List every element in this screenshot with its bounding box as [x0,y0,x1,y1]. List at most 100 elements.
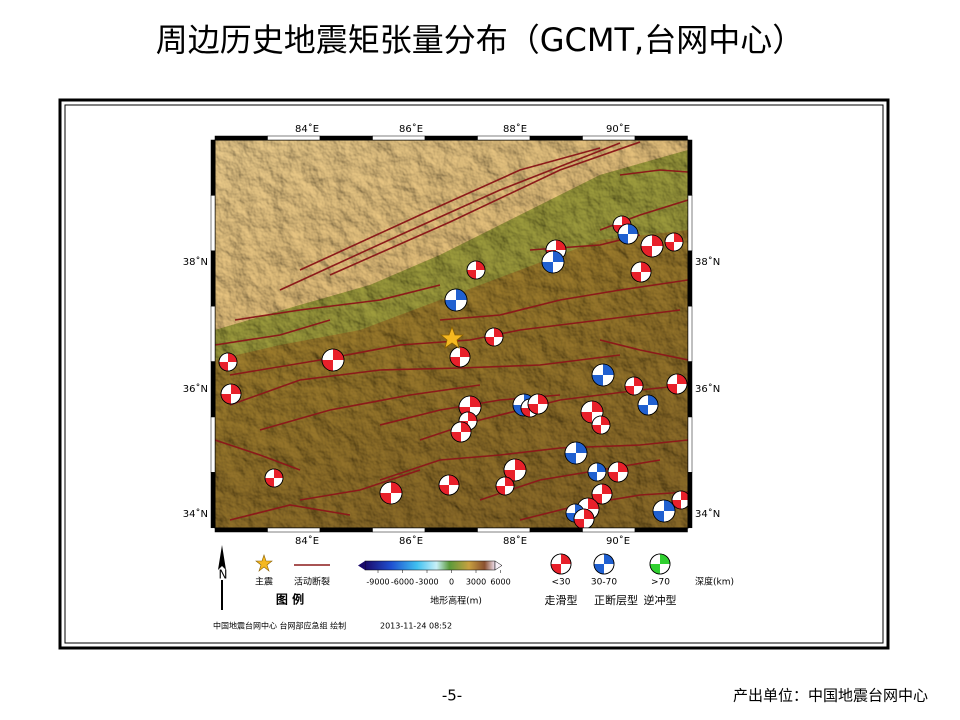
colorbar-tick-label: 0 [449,578,454,587]
colorbar-tick-label: 6000 [490,578,510,587]
credit-time: 2013-11-24 08:52 [380,622,452,631]
frame-bar [210,361,216,418]
beachball-quadrant [504,470,515,481]
frame-bar [634,135,688,141]
fault-line [299,147,601,271]
beachball-edge [444,288,468,312]
beachball-quadrant [602,484,612,494]
slide-title: 周边历史地震矩张量分布（GCMT,台网中心） [156,21,804,59]
beachball-quadrant [594,564,604,574]
beachball-quadrant [667,384,677,394]
lon-label: 84˚E [295,123,319,135]
beachball-edge [550,553,572,575]
beachball-edge [591,415,611,435]
frame-bar [634,527,688,533]
beachball-edge [587,462,607,482]
beachball-edge [624,376,644,396]
beachball-edge [218,352,238,372]
beachball-quadrant [608,472,618,482]
north-label: N [219,568,228,582]
fault-line [299,469,421,501]
beachball-quadrant [652,235,663,246]
beachball-edge [264,468,284,488]
beachball-edge [591,363,615,387]
beachball-edge [503,458,527,482]
beachball-quadrant [618,234,628,244]
beachball-edge [438,474,460,496]
beachball-quadrant [528,404,538,414]
beachball-quadrant [468,412,477,421]
beachball-quadrant [231,384,241,394]
frame-bar [210,139,216,196]
frame-bar [372,527,426,533]
fault-line [215,439,301,471]
beachball-edge [564,441,588,465]
lon-label: 86˚E [399,535,423,547]
frame-bar [319,135,373,141]
frame-bar [372,135,426,141]
beachball-quadrant [650,564,660,574]
beachball-quadrant [538,394,548,404]
colorbar [364,560,496,571]
lon-label: 90˚E [606,123,630,135]
beachball-quadrant [485,337,494,346]
beachball-quadrant [604,554,614,564]
figure-inner-frame [64,104,884,644]
fault-line [559,279,688,301]
beachball-quadrant [592,401,603,412]
beachball-quadrant [521,408,530,417]
beachball-quadrant [628,224,638,234]
beachball-quadrant [274,469,283,478]
fault-line [279,142,621,291]
beachball-quadrant [456,289,467,300]
north-arrow [218,545,226,570]
beachball-quadrant [634,377,643,386]
beachball-quadrant [603,364,614,375]
beachball-quadrant [631,272,641,282]
frame-bar [477,527,531,533]
beachball-quadrant [467,270,476,279]
beachball-quadrant [556,240,566,250]
beachball-edge [666,373,688,395]
beachball-quadrant [592,494,602,504]
legend-fault: 活动断裂 [294,576,330,588]
focal-mechanisms [218,215,688,528]
beachball-edge [617,223,639,245]
frame-bar [424,135,478,141]
frame-bar [267,135,321,141]
terrain [215,140,688,528]
beachball-quadrant [592,375,603,386]
frame-bar [210,305,216,362]
beachball-edge [495,476,515,496]
beachball-quadrant [576,442,587,453]
beachball-quadrant [476,261,485,270]
beachball-edge [449,346,471,368]
fault-line [229,504,351,521]
colorbar-end [494,560,503,571]
colorbar-tick-label: -6000 [391,578,414,587]
beachball-quadrant [561,554,571,564]
producer: 产出单位：中国地震台网中心 [733,687,928,705]
lat-label: 34˚N [695,508,720,520]
frame-bar [214,135,268,141]
frame-bar [210,250,216,307]
beachball-edge [527,393,549,415]
frame-bar [687,305,693,362]
fault-line [599,339,688,361]
lon-label: 88˚E [503,123,527,135]
beachball-quadrant [677,374,687,384]
faults [215,141,688,521]
fault-line [215,319,331,346]
beachball-quadrant [470,396,481,407]
depth-class: >70 [651,578,670,588]
beachball-edge [652,499,676,523]
beachball-quadrant [672,500,681,509]
beachball-edge [607,461,629,483]
colorbar-tick-label: 3000 [466,578,486,587]
fault-line [329,141,641,276]
frame-bar [210,416,216,473]
frame-bar [529,527,583,533]
beachball-quadrant [496,486,505,495]
beachball-quadrant [625,386,634,395]
